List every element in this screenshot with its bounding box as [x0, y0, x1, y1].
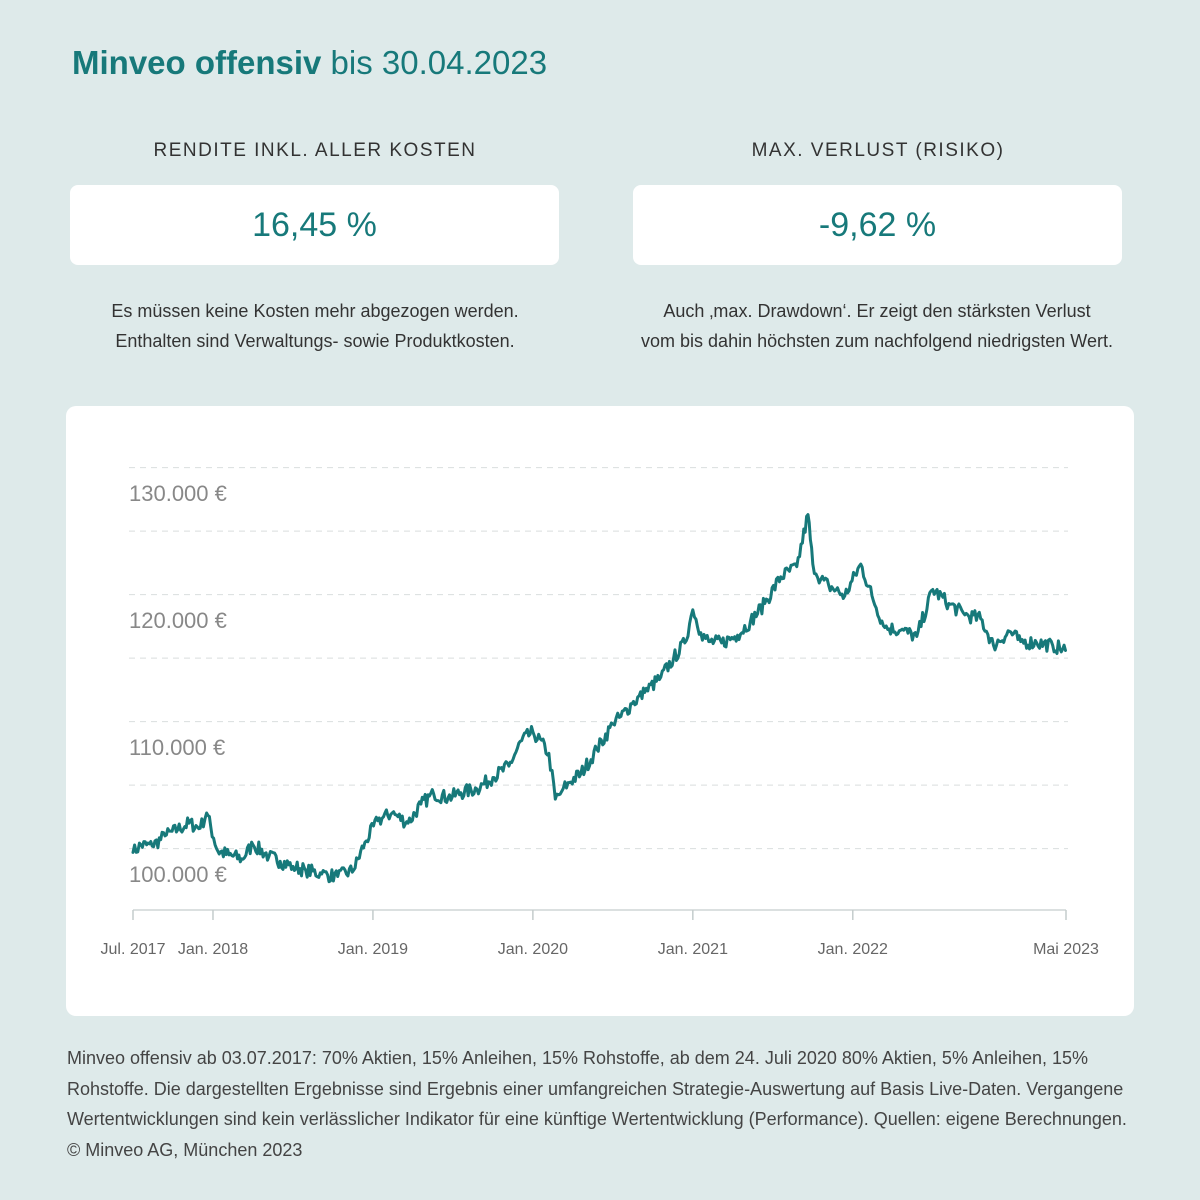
- kpi-risk-value: -9,62 %: [818, 205, 937, 244]
- x-tick-label-0: Jul. 2017: [101, 941, 166, 958]
- kpi-return-desc-line2: Enthalten sind Verwaltungs- sowie Produk…: [115, 331, 515, 351]
- x-tick-label-5: Jan. 2022: [818, 941, 888, 958]
- title-fund-name: Minveo offensiv: [72, 44, 322, 81]
- y-tick-label-1: 110.000 €: [129, 735, 225, 760]
- kpi-return-label: RENDITE INKL. ALLER KOSTEN: [153, 140, 477, 161]
- kpi-risk-desc-line2: vom bis dahin höchsten zum nachfolgend n…: [641, 331, 1113, 351]
- kpi-return-desc-line1: Es müssen keine Kosten mehr abgezogen we…: [111, 301, 519, 321]
- y-axis-labels: 100.000 € 110.000 € 120.000 € 130.000 €: [129, 481, 227, 887]
- x-axis-labels: Jul. 2017 Jan. 2018 Jan. 2019 Jan. 2020 Jan.…: [101, 941, 1099, 958]
- kpi-risk-label: MAX. VERLUST (RISIKO): [751, 140, 1005, 161]
- x-tick-label-2: Jan. 2019: [338, 941, 408, 958]
- kpi-risk-box: -9,62 %: [633, 185, 1122, 265]
- series: [131, 513, 1067, 884]
- kpi-return-description: Es müssen keine Kosten mehr abgezogen we…: [35, 296, 595, 356]
- kpi-return-box: 16,45 %: [70, 185, 559, 265]
- y-tick-label-3: 130.000 €: [129, 481, 227, 506]
- y-tick-label-2: 120.000 €: [129, 608, 227, 633]
- x-tick-label-1: Jan. 2018: [178, 941, 248, 958]
- x-tick-label-4: Jan. 2021: [658, 941, 728, 958]
- chart-card: 100.000 € 110.000 € 120.000 € 130.000 € Jul…: [66, 406, 1134, 1016]
- title-date: bis 30.04.2023: [330, 44, 548, 81]
- x-tick-label-3: Jan. 2020: [498, 941, 568, 958]
- y-tick-label-0: 100.000 €: [129, 862, 227, 887]
- kpi-risk-desc-line1: Auch ‚max. Drawdown‘. Er zeigt den stärk…: [663, 301, 1091, 321]
- kpi-return-value: 16,45 %: [252, 205, 377, 244]
- x-axis: [132, 909, 1067, 920]
- x-tick-label-6: Mai 2023: [1033, 941, 1099, 958]
- footnote: Minveo offensiv ab 03.07.2017: 70% Aktie…: [67, 1048, 1127, 1160]
- line-chart: 100.000 € 110.000 € 120.000 € 130.000 € Jul…: [101, 467, 1099, 958]
- kpi-risk-description: Auch ‚max. Drawdown‘. Er zeigt den stärk…: [597, 296, 1157, 356]
- gridlines: [129, 467, 1068, 850]
- page-title: Minveo offensiv bis 30.04.2023: [72, 44, 547, 82]
- series-line-minveo-offensiv: [131, 513, 1067, 884]
